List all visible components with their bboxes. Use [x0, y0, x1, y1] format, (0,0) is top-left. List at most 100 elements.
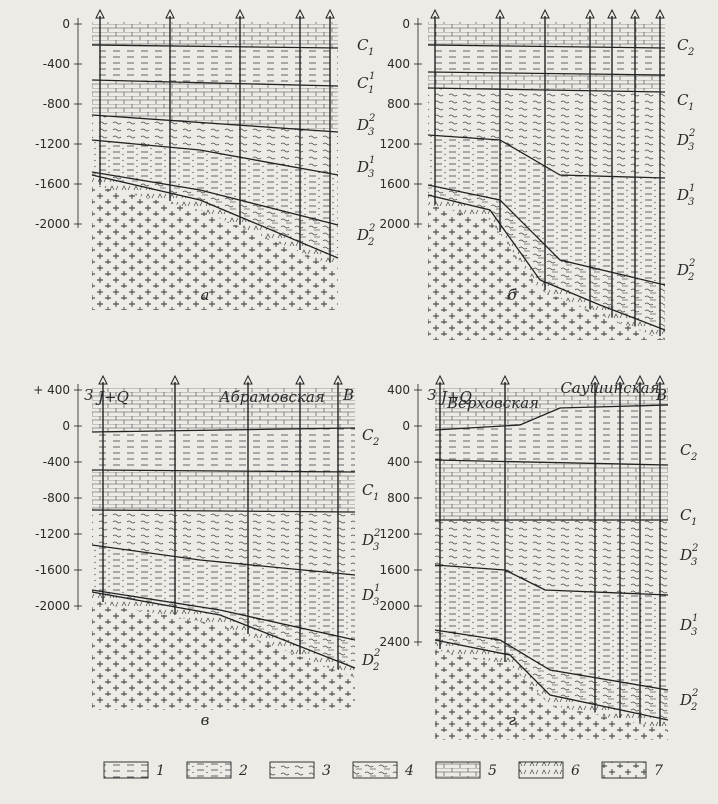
- stratum-band: [435, 460, 668, 520]
- effusive-layer: [435, 640, 668, 730]
- depth-label: -400: [43, 57, 70, 71]
- stratum-band: [92, 45, 338, 86]
- depth-label: -1600: [35, 177, 70, 191]
- depth-label: 800: [387, 491, 410, 505]
- stratum-subscript: 3: [373, 597, 379, 608]
- stratum-label: C: [362, 481, 374, 499]
- stratum-superscript: 2: [688, 258, 695, 269]
- stratum-subscript: 1: [368, 85, 374, 96]
- well-head-icon: [295, 8, 305, 19]
- legend-swatch: [103, 761, 149, 779]
- stratum-band: [92, 470, 355, 512]
- stratum-boundary: [91, 427, 356, 433]
- stratum-superscript: 2: [373, 528, 380, 539]
- well-head-icon: [243, 374, 253, 385]
- stratum-boundary: [427, 194, 666, 331]
- legend-number: 7: [654, 763, 663, 779]
- stratum-boundary: [427, 71, 666, 76]
- stratum-boundary: [91, 171, 339, 226]
- stratum-subscript: 2: [367, 237, 374, 248]
- stratum-band: [428, 88, 665, 178]
- depth-label: 800: [387, 97, 410, 111]
- depth-label: 1600: [379, 177, 410, 191]
- legend-number: 2: [238, 763, 248, 779]
- legend-item-7: 7: [601, 761, 663, 779]
- stratum-boundary: [91, 114, 339, 133]
- stratum-label: C: [362, 426, 374, 444]
- crystalline-basement: [428, 205, 665, 340]
- stratum-band: [435, 520, 668, 595]
- well-head-icon: [585, 8, 595, 19]
- legend: 1 2 3 4 5 6 7: [103, 761, 663, 779]
- well-head-icon: [655, 374, 665, 385]
- legend-swatch: [186, 761, 232, 779]
- field-name: Абрамовская: [218, 388, 325, 406]
- stratum-band: [92, 590, 355, 668]
- stratum-boundary: [434, 404, 669, 431]
- crystalline-basement: [92, 185, 338, 310]
- depth-label: -1600: [35, 563, 70, 577]
- well-head-icon: [630, 8, 640, 19]
- well-head-icon: [435, 374, 445, 385]
- well-head-icon: [655, 8, 665, 19]
- stratum-superscript: 1: [369, 71, 375, 82]
- legend-item-4: 4: [352, 761, 414, 779]
- panel-letter: г: [508, 711, 516, 729]
- effusive-layer: [428, 195, 665, 340]
- stratum-label: C: [677, 91, 689, 109]
- stratum-label: D: [679, 691, 692, 709]
- stratum-band: [428, 72, 665, 92]
- legend-swatch: [352, 761, 398, 779]
- stratum-boundary: [91, 79, 339, 87]
- stratum-band: [92, 388, 355, 432]
- field-name: Верховская: [446, 394, 539, 412]
- stratum-subscript: 1: [688, 102, 694, 113]
- depth-label: 400: [387, 383, 410, 397]
- stratum-label: C: [357, 36, 369, 54]
- depth-label: 400: [387, 455, 410, 469]
- well-head-icon: [295, 374, 305, 385]
- stratum-label: D: [356, 226, 369, 244]
- stratum-superscript: 2: [368, 113, 375, 124]
- legend-number: 1: [156, 763, 165, 779]
- east-label: В: [655, 386, 667, 404]
- stratum-band: [428, 185, 665, 330]
- cover-label: J+Q: [95, 388, 129, 406]
- stratum-subscript: 3: [368, 127, 374, 138]
- stratum-subscript: 3: [691, 557, 697, 568]
- field-name: Саушинская: [560, 379, 659, 397]
- well-head-icon: [590, 374, 600, 385]
- depth-label: -2000: [35, 217, 70, 231]
- stratum-band: [435, 388, 668, 430]
- crystalline-basement: [435, 650, 668, 740]
- west-label: З: [427, 386, 436, 404]
- stratum-label: C: [357, 74, 369, 92]
- legend-swatch: [435, 761, 481, 779]
- depth-label: 0: [62, 419, 70, 433]
- depth-label: 1200: [379, 527, 410, 541]
- depth-label: 0: [62, 17, 70, 31]
- stratum-boundary: [91, 589, 356, 641]
- stratum-boundary: [427, 44, 666, 49]
- legend-number: 5: [488, 763, 497, 779]
- stratum-boundary: [91, 44, 339, 49]
- well-head-icon: [615, 374, 625, 385]
- stratum-subscript: 3: [691, 627, 697, 638]
- stratum-label: D: [361, 586, 374, 604]
- stratum-superscript: 2: [368, 223, 375, 234]
- panel-letter: а: [201, 286, 210, 304]
- depth-label: -1200: [35, 137, 70, 151]
- stratum-boundary: [91, 139, 339, 176]
- well-head-icon: [95, 8, 105, 19]
- legend-item-1: 1: [103, 761, 165, 779]
- well-head-icon: [607, 8, 617, 19]
- depth-label: 400: [387, 57, 410, 71]
- legend-number: 3: [322, 763, 331, 779]
- crystalline-basement: [92, 602, 355, 710]
- stratum-subscript: 1: [691, 517, 697, 528]
- well-head-icon: [635, 374, 645, 385]
